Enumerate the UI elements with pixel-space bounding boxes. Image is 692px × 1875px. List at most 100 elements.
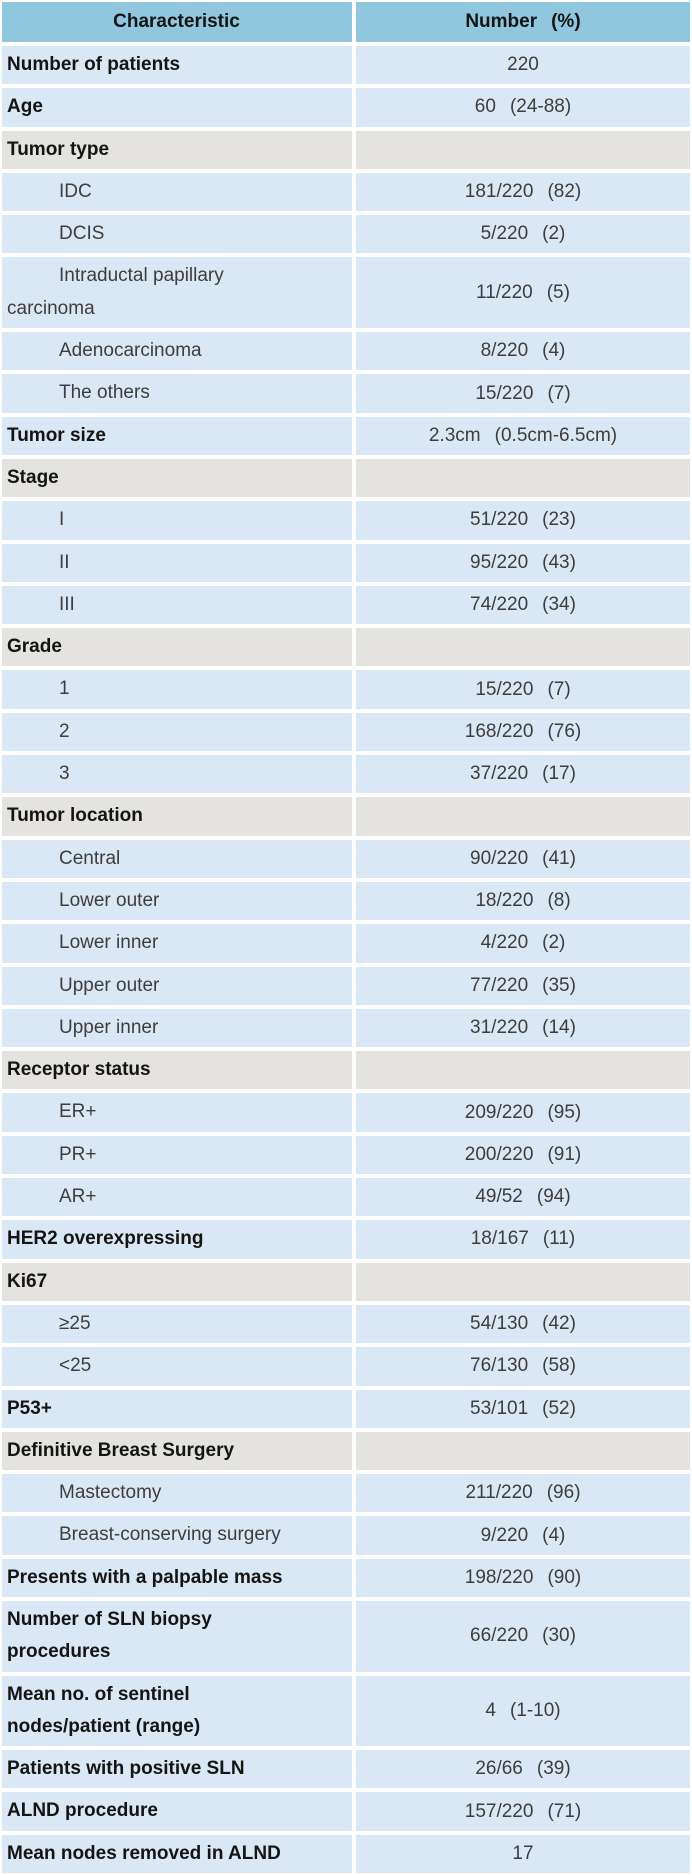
row-percent: (7) — [547, 678, 571, 700]
characteristic-cell: 3 — [2, 755, 352, 794]
row-label: ≥25 — [59, 1312, 91, 1334]
value-cell — [356, 458, 690, 498]
table-row: Upper inner 31/220 (14) — [2, 1008, 690, 1048]
row-percent: (90) — [547, 1566, 582, 1588]
row-value: 90/220 — [470, 847, 529, 869]
row-percent: (17) — [542, 763, 576, 785]
row-label: III — [59, 593, 75, 615]
row-percent: (71) — [547, 1800, 582, 1822]
characteristic-cell: ≥25 — [2, 1304, 352, 1344]
row-value: 77/220 — [470, 974, 529, 996]
table-header-row: Characteristic Number (%) — [2, 2, 690, 42]
row-value: 18/220 — [475, 890, 534, 912]
table-row: P53+ 53/101 (52) — [2, 1389, 690, 1428]
table-row: Intraductal papillary carcinoma 11/220 (… — [2, 257, 690, 329]
row-value: 26/66 — [475, 1758, 523, 1780]
row-label: Ki67 — [7, 1270, 48, 1292]
row-value: 17 — [512, 1842, 534, 1864]
section-row: Tumor location — [2, 797, 690, 836]
row-label: P53+ — [7, 1397, 52, 1419]
table-row: Mastectomy 211/220 (96) — [2, 1474, 690, 1513]
row-percent: (24-88) — [509, 96, 572, 118]
characteristic-cell: Breast-conserving surgery — [2, 1516, 352, 1555]
row-label: Lower outer — [59, 889, 160, 911]
characteristic-cell: Number of SLN biopsy procedures — [2, 1600, 352, 1672]
row-value: 53/101 — [470, 1397, 529, 1419]
row-label: Stage — [7, 466, 59, 488]
characteristic-cell: PR+ — [2, 1135, 352, 1175]
row-label: Tumor type — [7, 138, 110, 160]
row-percent: (0.5cm-6.5cm) — [494, 424, 618, 446]
row-value: 157/220 — [464, 1800, 534, 1822]
row-label: AR+ — [59, 1186, 97, 1208]
value-cell — [356, 628, 690, 667]
row-percent: (96) — [546, 1482, 581, 1504]
row-percent: (8) — [547, 890, 571, 912]
row-label: The others — [59, 382, 150, 404]
row-label: II — [59, 551, 70, 573]
characteristic-cell: Tumor location — [2, 797, 352, 836]
table-row: The others 15/220 (7) — [2, 374, 690, 413]
table-row: Mean no. of sentinel nodes/patient (rang… — [2, 1675, 690, 1747]
table-row: <25 76/130 (58) — [2, 1347, 690, 1386]
value-cell: 53/101 (52) — [356, 1389, 690, 1428]
value-cell: 2.3cm (0.5cm-6.5cm) — [356, 416, 690, 455]
characteristic-cell: Receptor status — [2, 1051, 352, 1090]
row-label: Intraductal papillary carcinoma — [7, 265, 224, 319]
characteristic-cell: Mean nodes removed in ALND — [2, 1834, 352, 1874]
characteristic-cell: Ki67 — [2, 1262, 352, 1301]
row-label: I — [59, 509, 65, 531]
characteristic-cell: Definitive Breast Surgery — [2, 1431, 352, 1471]
row-value: 49/52 — [475, 1186, 523, 1208]
row-value: 74/220 — [470, 594, 529, 615]
value-cell: 18/167 (11) — [356, 1220, 690, 1259]
table-row: IDC 181/220 (82) — [2, 172, 690, 212]
value-cell: 9/220 (4) — [356, 1516, 690, 1555]
row-percent: (94) — [536, 1186, 571, 1208]
characteristic-cell: Tumor size — [2, 416, 352, 455]
row-label: Mastectomy — [59, 1482, 162, 1504]
row-percent: (7) — [547, 382, 571, 404]
row-percent: (58) — [542, 1355, 576, 1377]
row-percent: (39) — [536, 1758, 571, 1780]
row-label: Breast-conserving surgery — [59, 1524, 281, 1546]
section-row: Definitive Breast Surgery — [2, 1431, 690, 1471]
section-row: Receptor status — [2, 1051, 690, 1090]
row-value: 31/220 — [470, 1016, 529, 1038]
row-value: 8/220 — [480, 340, 529, 362]
value-cell: 209/220 (95) — [356, 1093, 690, 1132]
section-row: Grade — [2, 628, 690, 667]
row-percent: (2) — [542, 932, 566, 954]
value-cell: 18/220 (8) — [356, 881, 690, 921]
table-row: 1 15/220 (7) — [2, 670, 690, 709]
value-cell: 8/220 (4) — [356, 332, 690, 371]
characteristic-cell: Upper inner — [2, 1008, 352, 1048]
table-row: III 74/220 (34) — [2, 585, 690, 625]
characteristic-cell: Tumor type — [2, 130, 352, 169]
row-percent: (35) — [542, 974, 576, 996]
value-cell: 76/130 (58) — [356, 1347, 690, 1386]
table-row: ER+ 209/220 (95) — [2, 1093, 690, 1132]
table-row: ALND procedure 157/220 (71) — [2, 1792, 690, 1831]
table-row: Lower outer 18/220 (8) — [2, 881, 690, 921]
value-cell: 77/220 (35) — [356, 966, 690, 1005]
characteristic-cell: Presents with a palpable mass — [2, 1558, 352, 1597]
row-label: Upper outer — [59, 974, 160, 996]
characteristic-cell: Upper outer — [2, 966, 352, 1005]
row-value: 181/220 — [464, 181, 534, 203]
row-percent: (82) — [547, 181, 582, 203]
table-row: Breast-conserving surgery 9/220 (4) — [2, 1516, 690, 1555]
table-row: I 51/220 (23) — [2, 501, 690, 540]
table-row: Tumor size 2.3cm (0.5cm-6.5cm) — [2, 416, 690, 455]
value-cell: 49/52 (94) — [356, 1178, 690, 1217]
row-value: 168/220 — [464, 720, 534, 742]
row-value: 66/220 — [470, 1625, 529, 1647]
row-percent: (14) — [542, 1016, 576, 1038]
row-value: 4/220 — [480, 932, 529, 954]
characteristic-cell: Stage — [2, 458, 352, 498]
characteristic-cell: IDC — [2, 172, 352, 212]
value-cell — [356, 1051, 690, 1090]
row-value: 18/167 — [470, 1228, 529, 1250]
row-label: Patients with positive SLN — [7, 1758, 245, 1780]
row-percent: (42) — [542, 1313, 576, 1335]
